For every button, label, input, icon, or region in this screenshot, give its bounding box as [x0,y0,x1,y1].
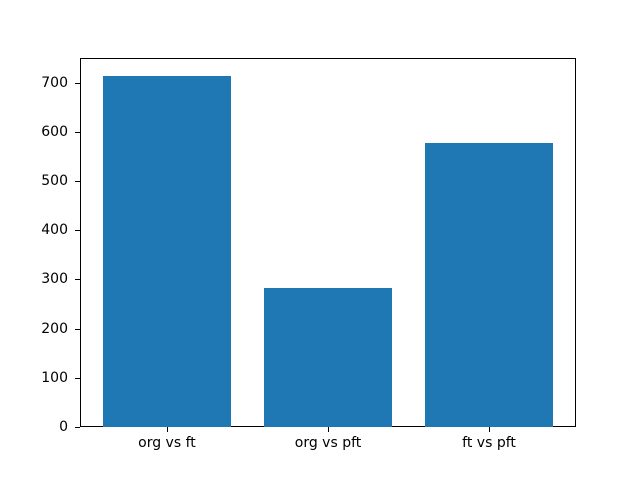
x-tick-label: org vs pft [294,435,362,451]
y-tick-mark [75,131,80,133]
y-tick-label: 200 [41,320,68,337]
y-tick-mark [75,328,80,330]
y-tick-mark [75,377,80,379]
x-tick-label: ft vs pft [462,435,516,451]
y-tick-mark [75,230,80,232]
bar-org-vs-pft [263,287,393,427]
y-tick-label: 100 [41,369,68,386]
y-tick-label: 0 [59,419,68,435]
y-tick-label: 500 [41,173,68,189]
y-tick-label: 400 [41,222,68,239]
x-tick-mark [489,427,491,432]
y-tick-mark [75,427,80,428]
bar-org-vs-ft [102,75,232,427]
y-tick-mark [75,181,80,182]
y-tick-mark [75,82,80,84]
bar-ft-vs-pft [424,143,554,427]
x-tick-mark [328,427,329,432]
y-tick-label: 700 [41,74,68,91]
x-tick-mark [166,427,168,432]
y-tick-mark [75,279,80,281]
y-tick-label: 600 [41,123,68,140]
y-tick-label: 300 [41,271,68,288]
x-tick-label: org vs ft [138,435,196,451]
